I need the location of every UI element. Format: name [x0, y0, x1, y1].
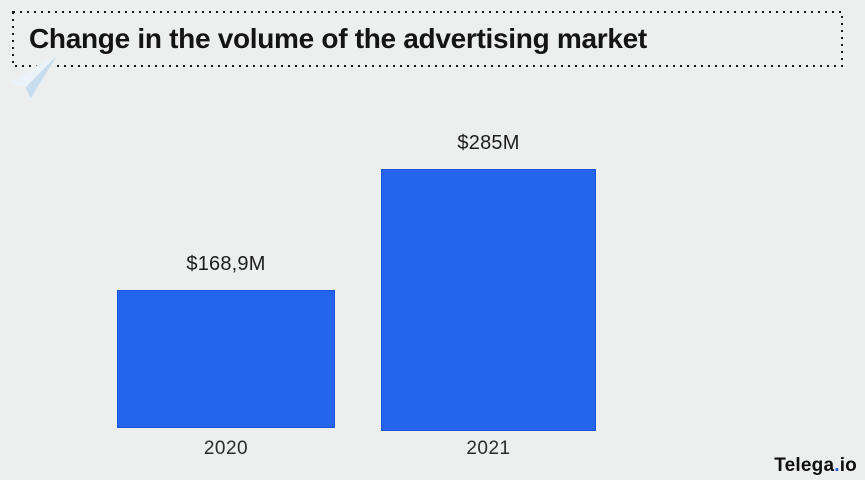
value-label-2021: $285M — [457, 132, 520, 154]
dotted-border — [12, 11, 843, 67]
paper-plane-icon — [8, 54, 59, 100]
telega-logo: Telega.io — [774, 455, 857, 477]
title-box: Change in the volume of the advertising … — [12, 11, 843, 67]
logo-text: Telega — [774, 455, 835, 476]
value-label-2020: $168,9M — [186, 253, 266, 275]
bar-2020 — [117, 290, 335, 428]
category-label-2020: 2020 — [203, 438, 249, 459]
bar-2021 — [381, 169, 596, 431]
logo-tld: io — [839, 455, 857, 476]
logo-dot: . — [834, 455, 840, 476]
page-title: Change in the volume of the advertising … — [29, 23, 647, 54]
category-label-2021: 2021 — [466, 438, 511, 459]
